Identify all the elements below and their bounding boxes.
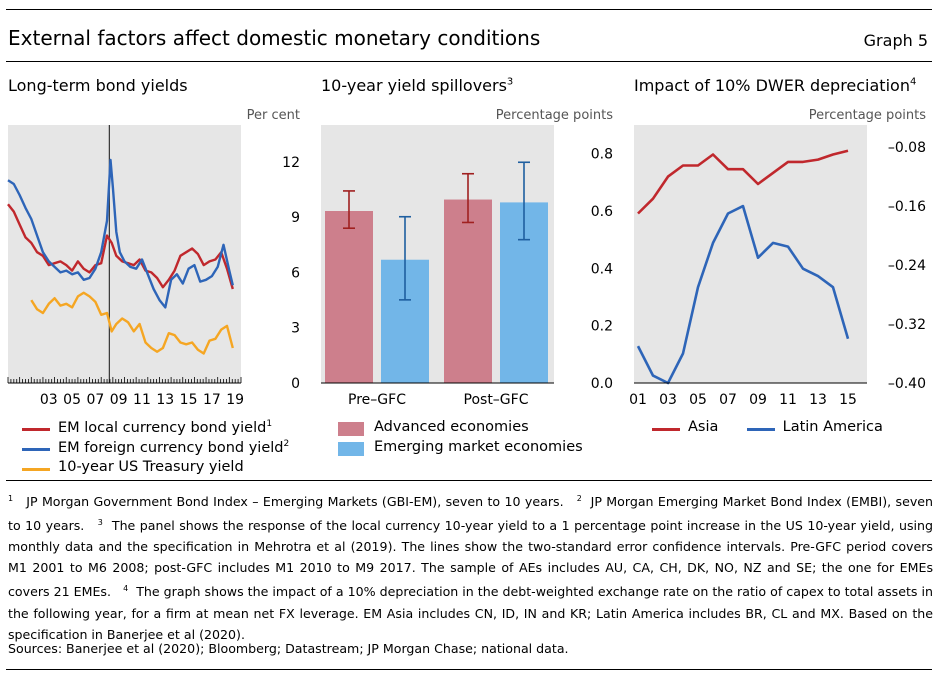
legend-label: Emerging market economies bbox=[374, 439, 583, 455]
y-tick-label: –0.32 bbox=[888, 317, 926, 333]
y-tick-label: 9 bbox=[291, 210, 300, 226]
series-line bbox=[30, 291, 234, 355]
series-line bbox=[7, 158, 234, 309]
y-tick-label: 12 bbox=[282, 155, 300, 171]
x-tick-label: 01 bbox=[629, 392, 647, 408]
legend-label: EM local currency bond yield1 bbox=[58, 419, 273, 436]
axis-unit-label: Percentage points bbox=[496, 108, 613, 123]
panel-3-title: Impact of 10% DWER depreciation4 bbox=[634, 76, 917, 95]
legend-panel-3: Asia Latin America bbox=[652, 419, 897, 443]
series-line bbox=[7, 203, 234, 290]
plot-background bbox=[634, 125, 867, 383]
y-tick-label: –0.24 bbox=[888, 258, 926, 274]
legend-item: Asia bbox=[652, 419, 742, 439]
legend-swatch bbox=[338, 442, 364, 456]
x-tick-label: 07 bbox=[719, 392, 737, 408]
x-tick-label: 09 bbox=[110, 392, 128, 408]
y-tick-label: 0.8 bbox=[591, 147, 613, 163]
panel-1-title: Long-term bond yields bbox=[8, 76, 188, 95]
series-line bbox=[637, 149, 849, 215]
y-tick-label: 0.0 bbox=[591, 376, 613, 392]
header-rule bbox=[6, 61, 932, 62]
y-tick-label: –0.08 bbox=[888, 140, 926, 156]
y-tick-label: 6 bbox=[291, 265, 300, 281]
legend-label: Advanced economies bbox=[374, 419, 529, 435]
legend-swatch bbox=[22, 428, 50, 431]
y-tick-label: –0.16 bbox=[888, 199, 926, 215]
x-tick-label: 11 bbox=[133, 392, 151, 408]
footnote-4: The graph shows the impact of a 10% depr… bbox=[8, 584, 933, 642]
footnote-1: JP Morgan Government Bond Index – Emergi… bbox=[26, 494, 564, 510]
x-tick-label: 09 bbox=[749, 392, 767, 408]
graph-title: External factors affect domestic monetar… bbox=[8, 26, 541, 50]
y-tick-label: –0.40 bbox=[888, 376, 926, 392]
bottom-rule bbox=[6, 669, 932, 670]
legend-item: Latin America bbox=[746, 419, 897, 439]
y-tick-label: 3 bbox=[291, 321, 300, 337]
axis-unit-label: Percentage points bbox=[809, 108, 926, 123]
y-tick-label: 0 bbox=[291, 376, 300, 392]
top-rule bbox=[6, 9, 932, 10]
legend-swatch bbox=[22, 448, 50, 451]
footnote-3: The panel shows the response of the loca… bbox=[8, 518, 933, 600]
plot-background bbox=[8, 125, 241, 383]
legend-label: EM foreign currency bond yield2 bbox=[58, 439, 290, 456]
x-tick-label: 03 bbox=[40, 392, 58, 408]
footnote-2: JP Morgan Emerging Market Bond Index (EM… bbox=[8, 494, 933, 534]
legend-swatch bbox=[338, 422, 364, 436]
x-tick-label: 11 bbox=[779, 392, 797, 408]
bar bbox=[325, 211, 373, 383]
x-tick-label: 07 bbox=[86, 392, 104, 408]
x-tick-label: 05 bbox=[63, 392, 81, 408]
x-tick-label: 19 bbox=[226, 392, 244, 408]
legend-label: Asia bbox=[688, 419, 719, 435]
x-tick-label: 13 bbox=[156, 392, 174, 408]
x-tick-label: 03 bbox=[659, 392, 677, 408]
legend-swatch bbox=[746, 428, 775, 431]
graph-number: Graph 5 bbox=[863, 31, 928, 50]
axis-unit-label: Per cent bbox=[247, 108, 300, 123]
bar bbox=[444, 199, 492, 383]
x-tick-label: 05 bbox=[689, 392, 707, 408]
legend-swatch bbox=[652, 428, 680, 431]
panel-2-title: 10-year yield spillovers3 bbox=[321, 76, 514, 95]
dwer-chart: Percentage points –0.40 –0.32 –0.24 –0.16 –0.… bbox=[629, 108, 926, 408]
x-tick-label: 15 bbox=[839, 392, 857, 408]
series-line bbox=[636, 204, 850, 385]
x-tick-label: Pre–GFC bbox=[348, 392, 406, 408]
x-tick-label: 13 bbox=[809, 392, 827, 408]
notes-rule bbox=[6, 480, 932, 481]
legend-label: 10-year US Treasury yield bbox=[58, 459, 244, 475]
y-tick-label: 0.2 bbox=[591, 319, 613, 335]
y-tick-label: 0.4 bbox=[591, 261, 613, 277]
x-tick-label: 17 bbox=[203, 392, 221, 408]
x-tick-label: Post–GFC bbox=[464, 392, 529, 408]
footnotes: 1 JP Morgan Government Bond Index – Emer… bbox=[8, 494, 933, 642]
y-tick-label: 0.6 bbox=[591, 204, 613, 220]
sources: Sources: Banerjee et al (2020); Bloomber… bbox=[8, 641, 569, 656]
x-tick-label: 15 bbox=[180, 392, 198, 408]
legend-label: Latin America bbox=[782, 419, 883, 435]
legend-swatch bbox=[22, 468, 50, 471]
spillovers-chart: Percentage points 0.0 0.2 0.4 0.6 0.8 Pre–GFC P… bbox=[321, 108, 613, 408]
